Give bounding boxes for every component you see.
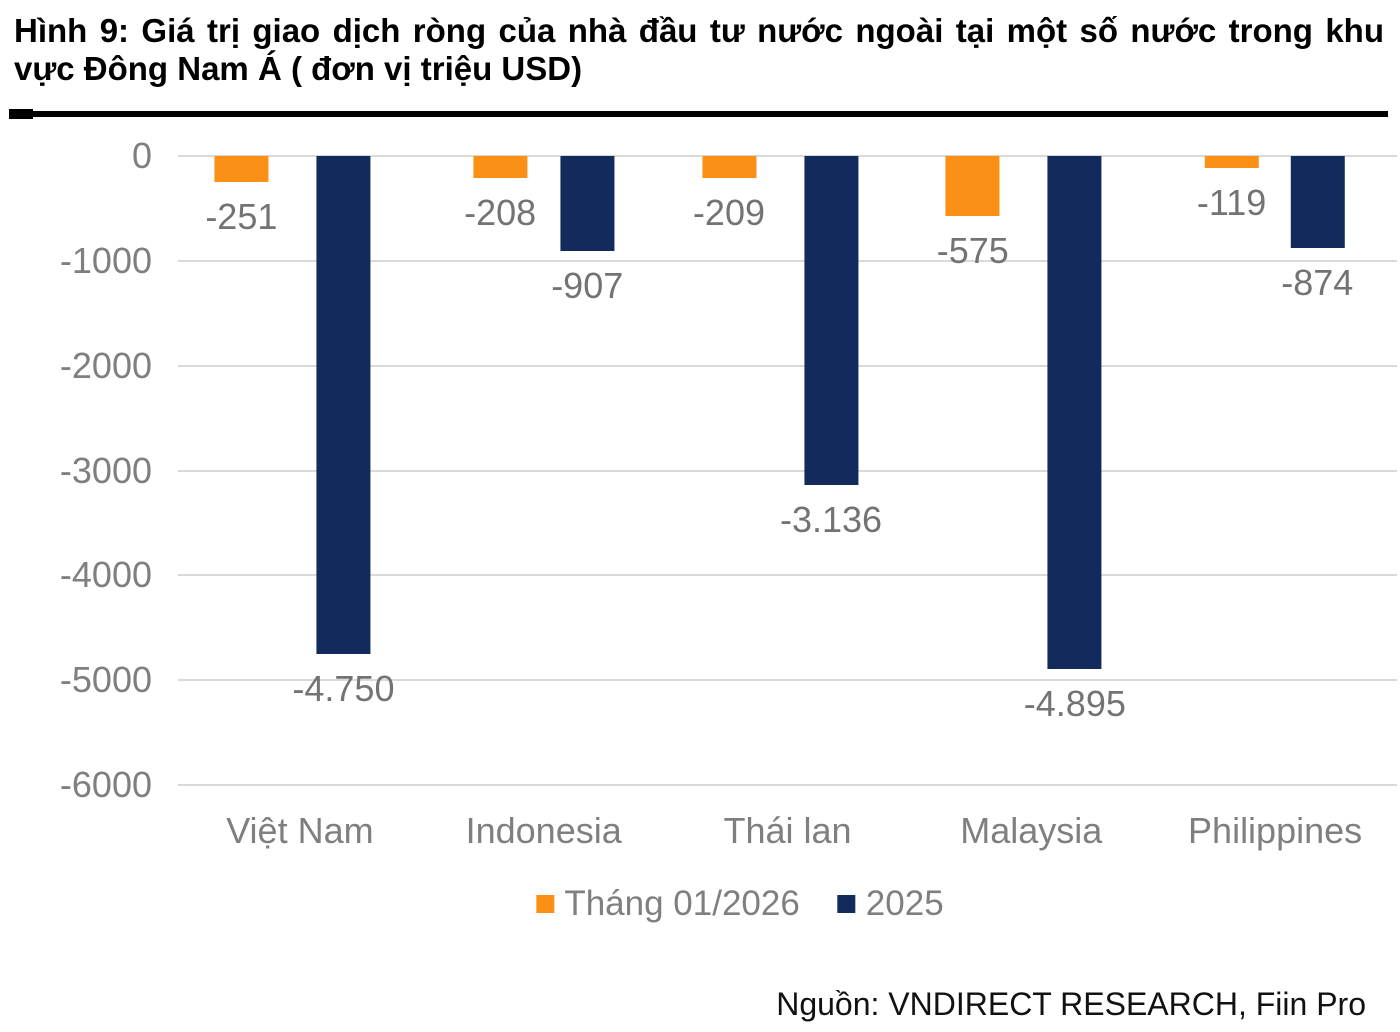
title-divider [9,109,1388,119]
bar-value-label-2025-philippines: -874 [1281,261,1354,303]
bar-thang-01-2026-indonesia [473,156,528,178]
gridline-4000 [178,574,1397,577]
legend-swatch-icon-thang-01-2026 [536,895,555,913]
bar-slot-thang-01-2026-malaysia: -575 [937,156,1009,785]
bar-value-label-2025-thai-lan: -3.136 [779,498,883,540]
y-tick-label-0: 0 [131,135,152,176]
bar-slot-2025-thai-lan: -3.136 [780,156,882,785]
legend-swatch-icon-2025 [837,895,856,913]
bar-value-label-thang-01-2026-viet-nam: -251 [205,196,278,238]
bar-2025-philippines [1290,156,1345,248]
gridline-2000 [178,364,1397,367]
bar-value-label-thang-01-2026-indonesia: -208 [464,191,537,233]
y-tick-label-3000: -3000 [59,449,152,491]
divider-thick-segment [9,109,33,119]
y-tick-label-4000: -4000 [59,554,152,596]
x-axis-labels: Việt Nam Indonesia Thái lan Malaysia Philipp… [178,810,1397,854]
bar-group-malaysia: -575 -4.895 [937,156,1126,785]
x-category-label-indonesia: Indonesia [465,810,622,851]
bar-slot-thang-01-2026-viet-nam: -251 [205,156,277,785]
y-tick-label-6000: -6000 [59,764,152,805]
gridline-6000 [178,784,1397,786]
bar-group-thai-lan: -209 -3.136 [693,156,882,785]
bar-slot-2025-philippines: -874 [1281,156,1353,785]
bar-value-label-2025-malaysia: -4.895 [1023,683,1126,725]
source-note: Nguồn: VNDIRECT RESEARCH, Fiin Pro [776,986,1366,1022]
bar-slot-2025-viet-nam: -4.750 [292,156,394,785]
bar-thang-01-2026-viet-nam [214,156,269,183]
bar-value-label-2025-viet-nam: -4.750 [292,667,395,709]
divider-thin-segment [33,111,1388,117]
bar-thang-01-2026-malaysia [945,156,1000,217]
legend-item-2025: 2025 [837,884,944,924]
bar-2025-thai-lan [804,156,859,485]
gridline-1000 [178,259,1397,262]
x-category-label-viet-nam: Việt Nam [226,810,374,851]
bar-slot-thang-01-2026-indonesia: -208 [464,156,536,785]
bar-slot-2025-malaysia: -4.895 [1024,156,1126,785]
bar-value-label-2025-indonesia: -907 [551,265,624,307]
bar-2025-malaysia [1047,156,1102,670]
gridline-0 [178,155,1397,157]
bar-2025-indonesia [560,156,615,252]
bar-slot-thang-01-2026-philippines: -119 [1197,156,1266,785]
bar-thang-01-2026-philippines [1204,156,1259,169]
legend-item-thang-01-2026: Tháng 01/2026 [536,884,800,924]
y-tick-label-5000: -5000 [59,659,152,701]
plot-area: 0 -1000 -2000 -3000 -4000 -5000 -6000 -251 -4.75… [60,135,1397,805]
bar-value-label-thang-01-2026-thai-lan: -209 [692,191,765,233]
bar-value-label-thang-01-2026-malaysia: -575 [936,230,1009,272]
bar-thang-01-2026-thai-lan [701,156,756,178]
legend-label-2025: 2025 [865,884,944,923]
bar-group-indonesia: -208 -907 [464,156,623,785]
x-category-label-philippines: Philippines [1188,810,1363,851]
bar-group-philippines: -119 -874 [1197,156,1353,785]
bar-slot-thang-01-2026-thai-lan: -209 [693,156,765,785]
x-category-label-malaysia: Malaysia [960,810,1103,851]
figure-title: Hình 9: Giá trị giao dịch ròng của nhà đ… [14,12,1384,87]
legend-label-thang-01-2026: Tháng 01/2026 [564,884,800,923]
y-tick-label-1000: -1000 [59,239,152,281]
x-category-label-thai-lan: Thái lan [723,810,852,851]
bar-slot-2025-indonesia: -907 [551,156,623,785]
bar-value-label-thang-01-2026-philippines: -119 [1196,182,1267,224]
gridline-5000 [178,679,1397,682]
chart-legend: Tháng 01/2026 2025 [536,884,944,924]
bar-group-viet-nam: -251 -4.750 [205,156,394,785]
bar-2025-viet-nam [316,156,371,654]
y-tick-label-2000: -2000 [59,344,152,386]
gridline-3000 [178,469,1397,472]
